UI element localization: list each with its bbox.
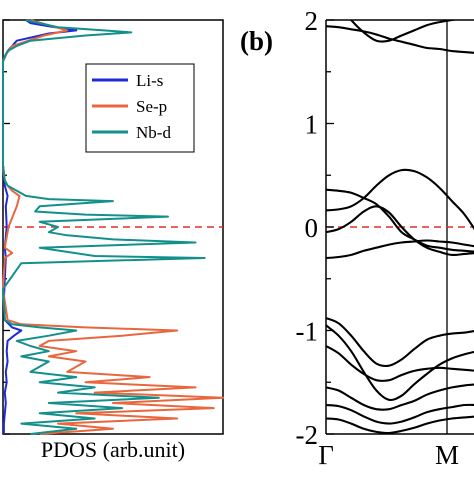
legend-label-se-p: Se-p [136,97,167,116]
panel-label-b: (b) [240,26,273,56]
band-line [326,403,474,425]
band-line [326,25,474,54]
band-line [326,383,474,411]
band-line [326,324,474,402]
band-y-tick-label: 1 [305,110,319,140]
pdos-legend: Li-s Se-p Nb-d [85,63,195,153]
legend-label-li-s: Li-s [136,71,163,90]
band-y-tick-label: -2 [296,420,319,450]
band-line [326,168,474,231]
band-line [349,20,458,43]
band-lines [326,20,474,434]
band-x-tick-label: Γ [318,440,334,470]
band-line [326,205,474,257]
legend-label-nb-d: Nb-d [136,123,171,142]
band-y-ticks: 2 1 0 -1 -2 [296,6,334,450]
band-line [326,345,474,382]
band-line [326,415,474,434]
band-line [326,317,474,368]
band-y-tick-label: 0 [305,213,319,243]
pdos-curve-nb-d [2,19,206,435]
band-y-tick-label: 2 [305,6,319,36]
pdos-panel: Li-s Se-p Nb-d PDOS (arb.unit) [2,19,224,462]
band-line [326,239,474,260]
pdos-curves [2,19,224,435]
band-x-tick-label: M [435,440,459,470]
band-y-tick-label: -1 [296,317,319,347]
band-line [326,188,474,253]
pdos-x-axis-label: PDOS (arb.unit) [41,437,185,462]
